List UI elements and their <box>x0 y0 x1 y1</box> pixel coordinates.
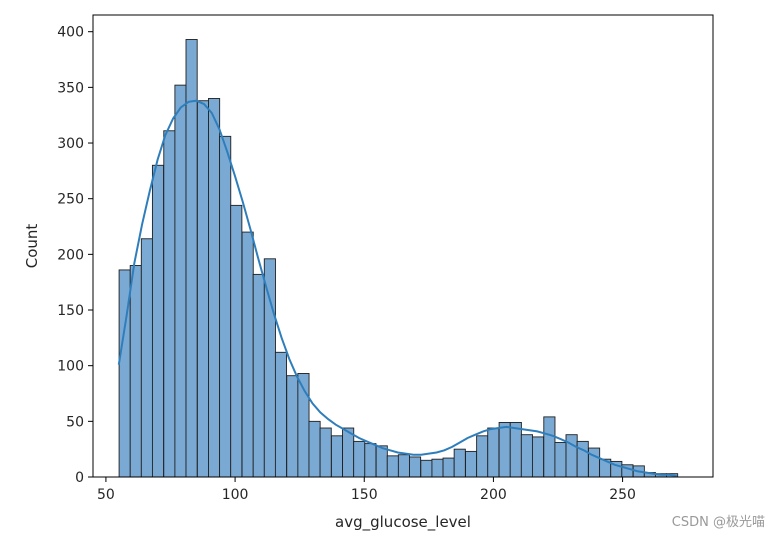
histogram-bar <box>140 238 153 478</box>
histogram-bar <box>509 422 522 478</box>
histogram-bar <box>554 442 567 478</box>
histogram-bar <box>185 39 198 478</box>
histogram-bar <box>576 440 589 478</box>
x-tick-label: 250 <box>609 487 636 503</box>
histogram-bar <box>208 98 221 478</box>
histogram-bar <box>420 459 433 478</box>
y-tick-label: 100 <box>57 359 84 375</box>
histogram-bars <box>118 39 679 478</box>
histogram-bar <box>286 375 299 478</box>
plot-frame <box>92 14 714 478</box>
y-tick-label: 50 <box>66 414 84 430</box>
histogram-bar <box>219 135 232 478</box>
histogram-bar <box>588 447 601 478</box>
x-axis-ticks: 50 100 150 200 250 <box>97 477 636 503</box>
histogram-bar <box>319 427 332 478</box>
y-tick-label: 300 <box>57 136 84 152</box>
histogram-bar <box>531 436 545 478</box>
x-axis-label: avg_glucose_level <box>335 513 471 532</box>
histogram-bar <box>342 427 355 478</box>
histogram-bar <box>409 456 422 478</box>
kde-curve <box>117 99 677 477</box>
histogram-bar <box>129 265 142 478</box>
histogram-bar <box>487 427 500 478</box>
histogram-bar <box>520 434 533 478</box>
x-tick-label: 150 <box>351 487 378 503</box>
y-tick-label: 150 <box>57 303 84 319</box>
histogram-bar <box>241 231 254 478</box>
x-tick-label: 200 <box>480 487 507 503</box>
histogram-bar <box>465 450 478 478</box>
histogram-bar <box>386 455 399 478</box>
histogram-bar <box>442 457 455 478</box>
y-tick-label: 0 <box>75 470 84 486</box>
histogram-bar <box>308 420 321 478</box>
histogram-bar <box>263 258 276 478</box>
histogram-bar <box>431 458 444 478</box>
y-axis-ticks: 0 50 100 150 200 250 300 350 400 <box>57 25 93 486</box>
histogram-bar <box>565 434 578 478</box>
x-tick-label: 100 <box>222 487 249 503</box>
y-tick-label: 250 <box>57 192 84 208</box>
histogram-bar <box>174 84 187 478</box>
y-axis-label: Count <box>23 224 41 269</box>
histogram-bar <box>498 422 511 478</box>
histogram-bar <box>364 443 377 478</box>
histogram-bar <box>397 454 410 478</box>
histogram-bar <box>353 440 366 478</box>
histogram-bar <box>151 164 165 478</box>
y-tick-label: 350 <box>57 80 84 96</box>
histogram-bar <box>230 204 243 478</box>
histogram-bar <box>252 273 265 478</box>
histogram-bar <box>274 351 288 478</box>
y-tick-label: 400 <box>57 25 84 41</box>
watermark-text: CSDN @极光喵 <box>671 515 765 530</box>
histogram-bar <box>163 130 176 478</box>
histogram-bar <box>330 435 344 478</box>
histogram-bar <box>453 448 466 478</box>
y-tick-label: 200 <box>57 247 84 263</box>
x-tick-label: 50 <box>97 487 115 503</box>
histogram-bar <box>543 416 556 478</box>
histogram-bar <box>476 435 489 478</box>
histogram-bar <box>196 100 210 478</box>
histogram-bar <box>375 445 388 478</box>
